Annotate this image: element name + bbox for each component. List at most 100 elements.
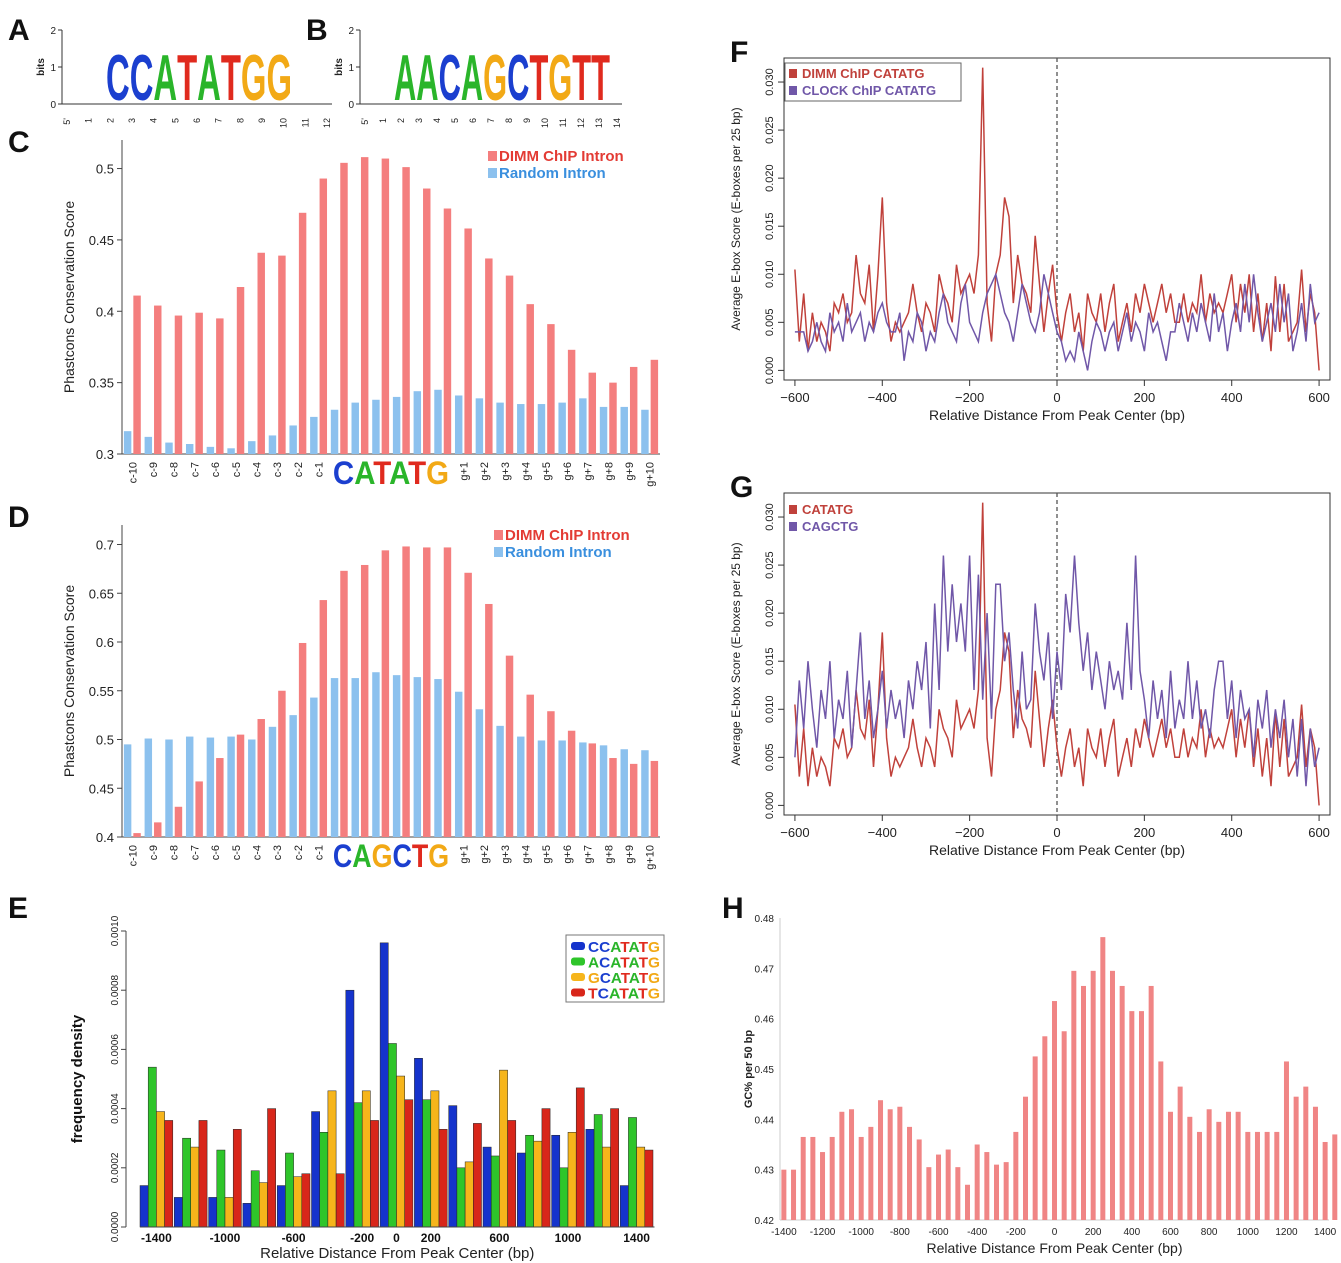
bar-dimm <box>526 694 534 837</box>
y-tick-label: 2 <box>348 26 354 37</box>
bar-dimm <box>381 158 390 454</box>
bar-gcatatg <box>293 1176 303 1228</box>
bar-tcatatg <box>438 1129 448 1228</box>
panel-c: C 0.3 0.35 0.4 0.45 0.5 Phastcons Conservation… <box>8 126 660 491</box>
legend-label: CLOCK ChIP CATATG <box>802 83 936 98</box>
bar-random <box>144 436 153 454</box>
bar-gcatatg <box>430 1090 440 1228</box>
gc-bar <box>1312 1106 1318 1220</box>
bar-random <box>579 398 587 454</box>
bar-random <box>392 675 401 837</box>
x-tick-label: 0 <box>1053 825 1060 840</box>
y-tick-label: 0.45 <box>755 1065 775 1076</box>
legend-letter: C <box>600 970 611 987</box>
legend-swatch <box>789 522 797 531</box>
bar-gcatatg <box>190 1146 200 1228</box>
position-label: 3 <box>127 118 137 123</box>
bar-random <box>165 739 173 837</box>
bar-tcatatg <box>575 1087 585 1228</box>
bar-ccatatg <box>414 1058 423 1228</box>
legend-label: CCATATG <box>588 939 660 956</box>
series-line-cagctg <box>794 555 1320 787</box>
bar-random <box>558 740 566 837</box>
x-tick-label: g+4 <box>521 462 533 481</box>
y-tick-label: 0.025 <box>764 116 776 144</box>
gc-bar <box>1274 1131 1280 1220</box>
position-label: 9 <box>522 118 532 123</box>
bar-gcatatg <box>533 1140 543 1228</box>
bar-random <box>289 425 297 454</box>
bar-random <box>454 395 463 454</box>
y-tick-label: 0.0010 <box>110 915 121 946</box>
x-tick-label: 600 <box>1308 825 1330 840</box>
bar-ccatatg <box>174 1197 183 1228</box>
bar-gcatatg <box>327 1090 337 1228</box>
legend-label: CAGCTG <box>802 519 858 534</box>
bar-random <box>372 672 380 837</box>
center-motif-label: CAGCTG <box>333 838 449 874</box>
bar-dimm <box>629 763 638 837</box>
bar-random <box>185 736 194 837</box>
y-tick-label: 0.5 <box>96 162 114 177</box>
bar-dimm <box>195 781 203 837</box>
motif-letter: G <box>372 838 393 874</box>
legend-letter: A <box>629 970 640 987</box>
x-tick-label: -800 <box>890 1227 910 1238</box>
motif-letter: C <box>392 838 411 874</box>
bar-tcatatg <box>473 1123 482 1228</box>
gc-bar <box>984 1152 990 1220</box>
x-tick-label: g+10 <box>645 845 657 870</box>
x-tick-label: 0 <box>1052 1227 1058 1238</box>
bar-random <box>227 448 235 454</box>
y-tick-label: 0.55 <box>89 684 114 699</box>
bar-dimm <box>360 564 369 837</box>
legend-letter: C <box>599 955 610 972</box>
bar-gcatatg <box>259 1182 268 1228</box>
gc-bar <box>965 1184 971 1220</box>
bar-random <box>620 406 628 454</box>
x-tick-label: 800 <box>1201 1227 1218 1238</box>
bar-random <box>620 749 628 837</box>
x-tick-label: 200 <box>421 1231 441 1245</box>
y-tick-label: 0.7 <box>96 538 114 553</box>
gc-bar <box>974 1144 980 1220</box>
x-tick-label: c-5 <box>231 462 243 477</box>
x-tick-label: g+3 <box>500 845 512 864</box>
x-axis-title: Relative Distance From Peak Center (bp) <box>929 842 1185 858</box>
bar-dimm <box>236 734 245 837</box>
x-tick-label: g+1 <box>458 845 470 864</box>
y-tick-label: 0.015 <box>764 212 776 240</box>
bar-tcatatg <box>370 1120 379 1228</box>
bar-ccatatg <box>551 1134 561 1228</box>
legend-swatch <box>571 942 585 950</box>
bar-dimm <box>381 550 390 837</box>
legend-letter: T <box>639 955 648 972</box>
gc-bar <box>1032 1056 1038 1220</box>
motif-letter: G <box>483 42 507 115</box>
bar-random <box>144 738 153 837</box>
y-tick-label: 0.45 <box>89 233 114 248</box>
x-tick-label: g+1 <box>458 462 470 481</box>
bar-random <box>310 416 318 454</box>
legend-letter: A <box>610 939 621 956</box>
bar-ccatatg <box>139 1185 149 1228</box>
y-tick-label: 0.35 <box>89 376 114 391</box>
bar-acatatg <box>593 1114 603 1228</box>
bar-dimm <box>174 806 183 837</box>
legend-label: Random Intron <box>505 544 612 561</box>
x-tick-label: c-9 <box>148 845 160 860</box>
x-tick-label: g+6 <box>562 462 574 481</box>
legend-letter: T <box>620 939 629 956</box>
bar-dimm <box>236 287 245 454</box>
bar-tcatatg <box>610 1108 619 1228</box>
panel-letter-h: H <box>722 892 744 925</box>
bar-random <box>537 404 546 454</box>
x-tick-label: -1000 <box>210 1231 241 1245</box>
y-tick-label: 0.0006 <box>110 1034 121 1065</box>
bar-dimm <box>340 570 348 837</box>
bar-random <box>558 402 566 454</box>
motif-letter: C <box>507 42 529 115</box>
x-tick-label: g+8 <box>603 845 615 864</box>
